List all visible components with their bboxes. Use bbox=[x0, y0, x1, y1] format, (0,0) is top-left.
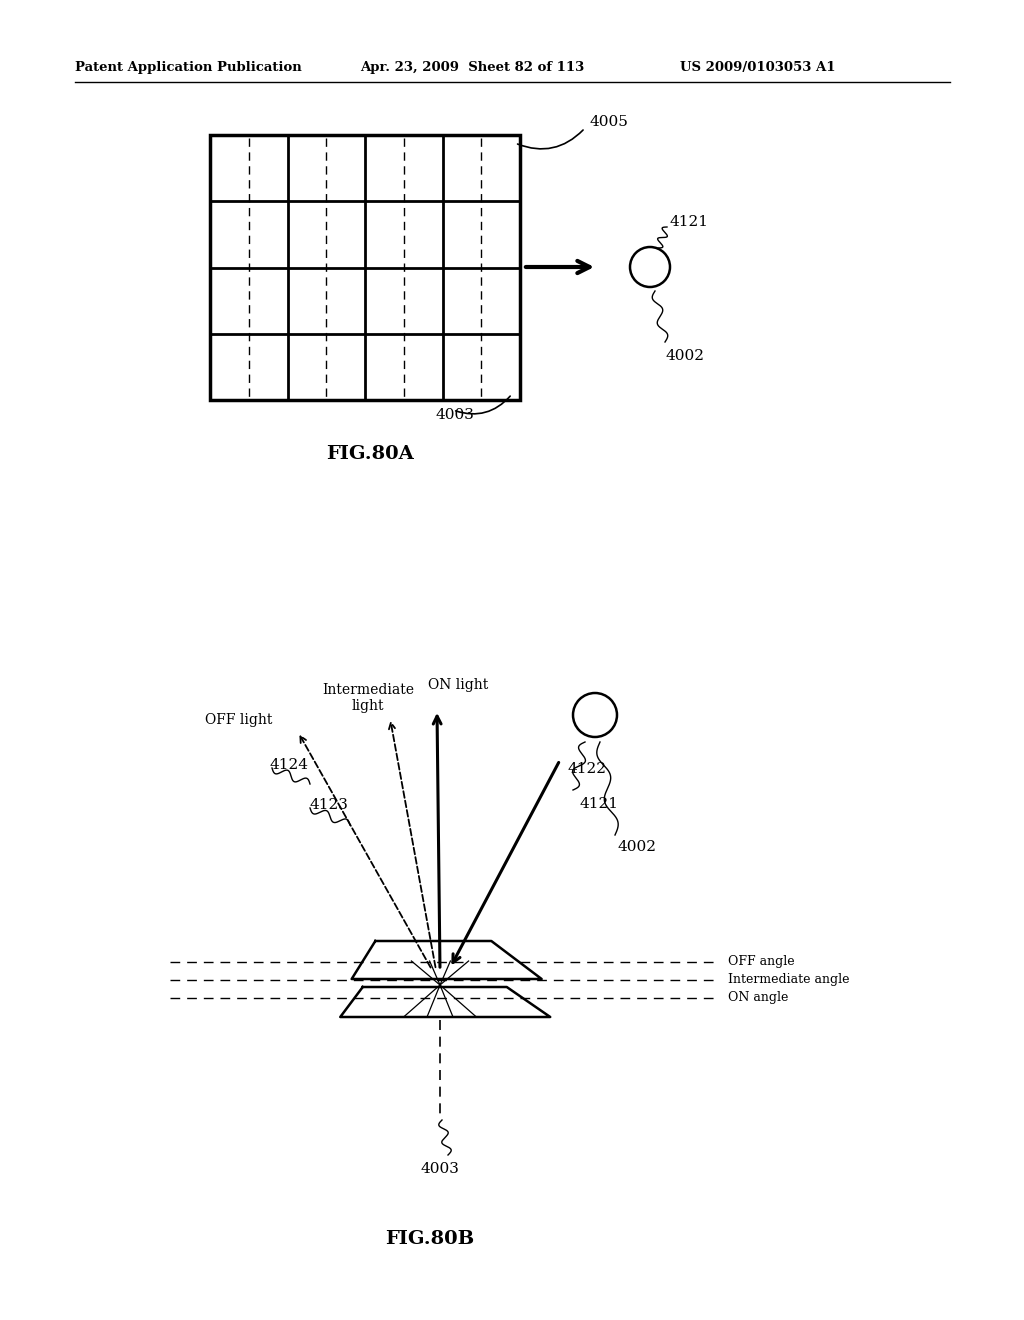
Text: 4124: 4124 bbox=[270, 758, 309, 772]
Text: 4121: 4121 bbox=[580, 797, 618, 810]
Text: Intermediate
light: Intermediate light bbox=[322, 682, 414, 713]
Text: 4122: 4122 bbox=[568, 762, 607, 776]
Text: Apr. 23, 2009  Sheet 82 of 113: Apr. 23, 2009 Sheet 82 of 113 bbox=[360, 62, 585, 74]
Text: 4123: 4123 bbox=[310, 799, 349, 812]
Text: ON angle: ON angle bbox=[728, 991, 788, 1005]
Text: US 2009/0103053 A1: US 2009/0103053 A1 bbox=[680, 62, 836, 74]
Text: Intermediate angle: Intermediate angle bbox=[728, 974, 850, 986]
Text: FIG.80B: FIG.80B bbox=[385, 1230, 475, 1247]
Text: 4002: 4002 bbox=[665, 348, 705, 363]
Text: FIG.80A: FIG.80A bbox=[326, 445, 414, 463]
Text: 4002: 4002 bbox=[617, 840, 656, 854]
Text: 4003: 4003 bbox=[435, 408, 474, 422]
Text: Patent Application Publication: Patent Application Publication bbox=[75, 62, 302, 74]
Text: OFF angle: OFF angle bbox=[728, 956, 795, 969]
Bar bbox=[210, 135, 520, 400]
Text: 4121: 4121 bbox=[670, 215, 709, 228]
Text: ON light: ON light bbox=[428, 678, 488, 692]
Text: 4005: 4005 bbox=[590, 115, 629, 129]
Text: 4003: 4003 bbox=[421, 1162, 460, 1176]
Text: OFF light: OFF light bbox=[205, 713, 272, 727]
